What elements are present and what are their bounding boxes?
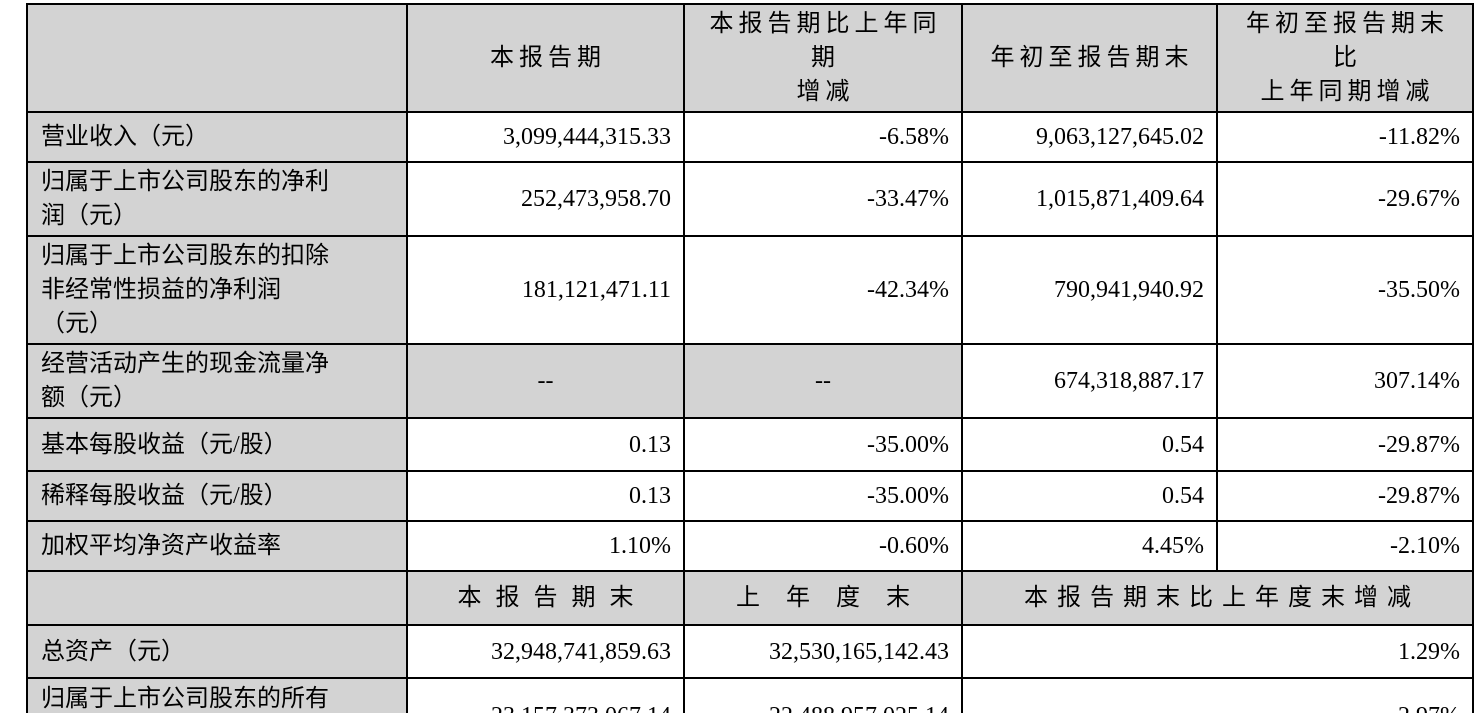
col-header-end-of-period: 本报告期末 [406, 570, 685, 626]
cell-current-dash: -- [406, 343, 685, 419]
row-label: 归属于上市公司股东的所有 者权益（元） [26, 677, 408, 713]
cell-ytd: 0.54 [961, 470, 1218, 522]
col-header-current-period: 本报告期 [406, 3, 685, 113]
table-row-shareholders-equity: 归属于上市公司股东的所有 者权益（元） 23,157,373,067.14 22… [26, 677, 1474, 713]
cell-ytd-change: -29.87% [1216, 470, 1474, 522]
cell-current-change: -33.47% [683, 161, 963, 237]
col-header-ytd-vs-prior: 年初至报告期末比 上年同期增减 [1216, 3, 1474, 113]
col-header-end-of-prior-year: 上年度末 [683, 570, 963, 626]
balance-header-row: 本报告期末 上年度末 本报告期末比上年度末增减 [26, 570, 1474, 626]
row-label: 基本每股收益（元/股） [26, 417, 408, 472]
cell-ytd: 1,015,871,409.64 [961, 161, 1218, 237]
cell-ytd: 9,063,127,645.02 [961, 111, 1218, 163]
row-label: 稀释每股收益（元/股） [26, 470, 408, 522]
cell-ytd: 0.54 [961, 417, 1218, 472]
row-label: 经营活动产生的现金流量净 额（元） [26, 343, 408, 419]
row-label: 营业收入（元） [26, 111, 408, 163]
cell-end-of-period: 23,157,373,067.14 [406, 677, 685, 713]
cell-current: 3,099,444,315.33 [406, 111, 685, 163]
cell-ytd: 674,318,887.17 [961, 343, 1218, 419]
cell-current-change: -6.58% [683, 111, 963, 163]
cell-ytd-change: -29.67% [1216, 161, 1474, 237]
corner-cell [26, 570, 408, 626]
cell-ytd-change: -35.50% [1216, 235, 1474, 345]
corner-cell [26, 3, 408, 113]
col-header-ytd: 年初至报告期末 [961, 3, 1218, 113]
row-label: 归属于上市公司股东的扣除 非经常性损益的净利润 （元） [26, 235, 408, 345]
table-row-net-profit: 归属于上市公司股东的净利 润（元） 252,473,958.70 -33.47%… [26, 161, 1474, 237]
cell-ytd-change: -11.82% [1216, 111, 1474, 163]
row-label: 总资产（元） [26, 624, 408, 679]
col-header-current-vs-prior: 本报告期比上年同期 增减 [683, 3, 963, 113]
cell-current-change: -35.00% [683, 417, 963, 472]
cell-ytd-change: -29.87% [1216, 417, 1474, 472]
table-row-net-profit-excl-nonrecurring: 归属于上市公司股东的扣除 非经常性损益的净利润 （元） 181,121,471.… [26, 235, 1474, 345]
table-row-diluted-eps: 稀释每股收益（元/股） 0.13 -35.00% 0.54 -29.87% [26, 470, 1474, 522]
table-row-basic-eps: 基本每股收益（元/股） 0.13 -35.00% 0.54 -29.87% [26, 417, 1474, 472]
cell-current-change: -42.34% [683, 235, 963, 345]
cell-current-change-dash: -- [683, 343, 963, 419]
row-label: 加权平均净资产收益率 [26, 520, 408, 572]
row-label: 归属于上市公司股东的净利 润（元） [26, 161, 408, 237]
col-header-end-vs-prior-year-end: 本报告期末比上年度末增减 [961, 570, 1474, 626]
cell-ytd-change: 307.14% [1216, 343, 1474, 419]
cell-ytd: 790,941,940.92 [961, 235, 1218, 345]
cell-current: 1.10% [406, 520, 685, 572]
period-header-row: 本报告期 本报告期比上年同期 增减 年初至报告期末 年初至报告期末比 上年同期增… [26, 3, 1474, 113]
cell-end-of-prior-year: 22,488,957,025.14 [683, 677, 963, 713]
cell-end-of-prior-year: 32,530,165,142.43 [683, 624, 963, 679]
cell-ytd: 4.45% [961, 520, 1218, 572]
cell-change: 2.97% [961, 677, 1474, 713]
table-row-weighted-roe: 加权平均净资产收益率 1.10% -0.60% 4.45% -2.10% [26, 520, 1474, 572]
table-row-revenue: 营业收入（元） 3,099,444,315.33 -6.58% 9,063,12… [26, 111, 1474, 163]
cell-current: 0.13 [406, 417, 685, 472]
cell-current-change: -0.60% [683, 520, 963, 572]
cell-end-of-period: 32,948,741,859.63 [406, 624, 685, 679]
table-row-operating-cash-flow: 经营活动产生的现金流量净 额（元） -- -- 674,318,887.17 3… [26, 343, 1474, 419]
cell-current: 181,121,471.11 [406, 235, 685, 345]
cell-change: 1.29% [961, 624, 1474, 679]
cell-current-change: -35.00% [683, 470, 963, 522]
cell-ytd-change: -2.10% [1216, 520, 1474, 572]
financial-summary-table: 本报告期 本报告期比上年同期 增减 年初至报告期末 年初至报告期末比 上年同期增… [26, 3, 1474, 713]
cell-current: 252,473,958.70 [406, 161, 685, 237]
cell-current: 0.13 [406, 470, 685, 522]
table-row-total-assets: 总资产（元） 32,948,741,859.63 32,530,165,142.… [26, 624, 1474, 679]
